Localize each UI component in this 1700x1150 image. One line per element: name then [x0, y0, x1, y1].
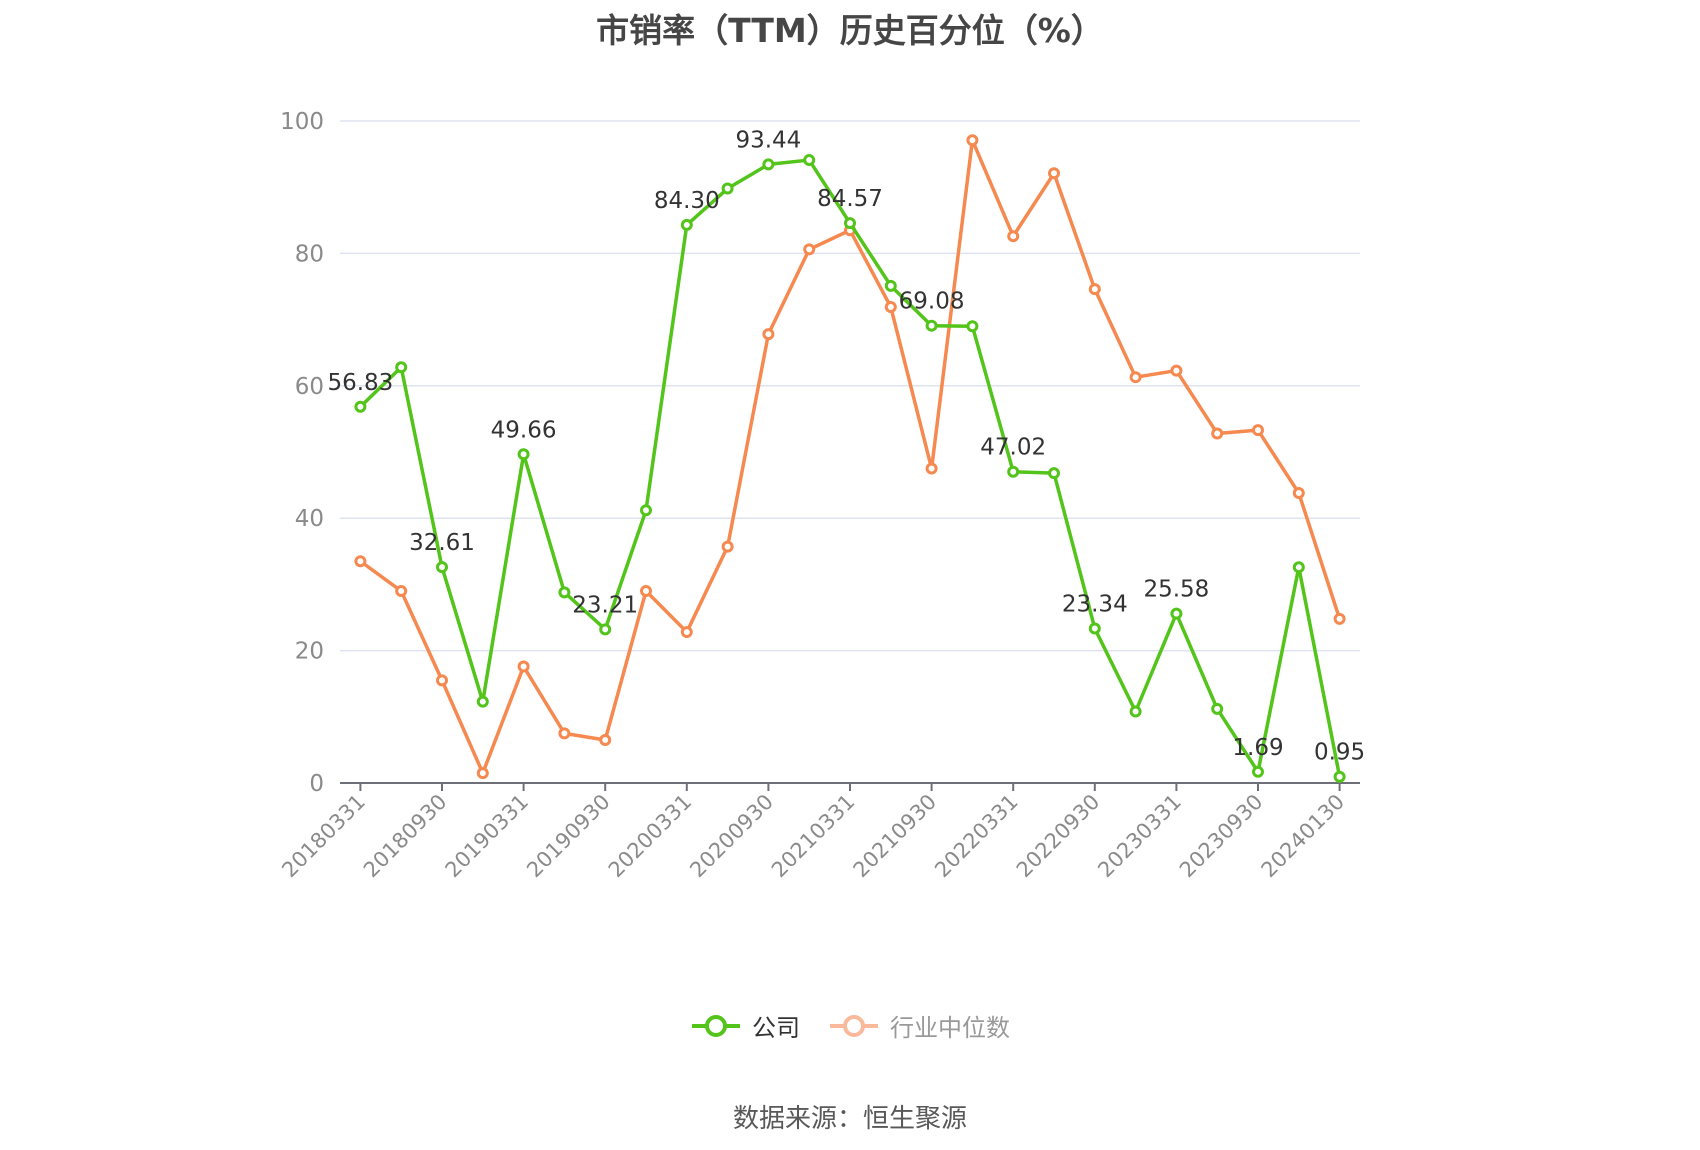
- x-tick-label: 20230930: [1175, 790, 1268, 883]
- data-label: 32.61: [409, 530, 475, 556]
- data-point: [558, 727, 571, 740]
- y-tick-label: 20: [295, 639, 324, 665]
- x-tick-label: 20180930: [359, 790, 452, 883]
- y-tick-label: 0: [309, 771, 324, 797]
- data-point: [354, 400, 367, 413]
- data-point: [476, 767, 489, 780]
- source-note: 数据来源：恒生聚源: [732, 1104, 967, 1134]
- data-label: 25.58: [1143, 577, 1209, 603]
- x-tick-label: 20240130: [1257, 790, 1350, 883]
- data-point: [966, 134, 979, 147]
- data-point: [1170, 607, 1183, 620]
- series-lines: [354, 134, 1346, 783]
- x-tick-label: 20220930: [1012, 790, 1105, 883]
- data-point: [762, 158, 775, 171]
- data-point: [1048, 467, 1060, 480]
- data-label: 49.66: [491, 417, 557, 443]
- data-label: 69.08: [899, 289, 965, 315]
- data-point: [1170, 364, 1183, 377]
- data-point: [558, 586, 571, 599]
- data-point: [1333, 612, 1346, 625]
- data-point: [599, 623, 612, 636]
- data-point: [436, 674, 448, 687]
- legend-label-company: 公司: [752, 1014, 800, 1042]
- legend-item-company[interactable]: 公司: [690, 1008, 800, 1043]
- data-point: [640, 504, 652, 517]
- data-point: [721, 540, 734, 553]
- data-point: [517, 448, 530, 461]
- data-point: [1252, 424, 1264, 437]
- x-tick-label: 20230331: [1093, 790, 1186, 883]
- data-point: [884, 279, 897, 292]
- data-point: [884, 301, 897, 314]
- x-axis: [340, 782, 1360, 791]
- x-tick-label: 20210331: [767, 790, 860, 883]
- legend: 公司 行业中位数: [0, 1008, 1700, 1043]
- y-tick-label: 60: [295, 374, 324, 400]
- data-point: [680, 626, 693, 639]
- data-point: [1129, 371, 1142, 384]
- data-point: [395, 585, 408, 598]
- data-point: [1292, 487, 1305, 500]
- data-label: 23.21: [572, 592, 638, 618]
- x-tick-label: 20200331: [604, 790, 697, 883]
- data-label: 23.34: [1062, 591, 1128, 617]
- data-point: [762, 328, 775, 341]
- y-tick-label: 100: [280, 109, 324, 135]
- data-point: [925, 462, 938, 475]
- data-label: 93.44: [735, 127, 801, 153]
- x-tick-label: 20210930: [849, 790, 942, 883]
- data-label: 84.57: [817, 186, 883, 212]
- x-tick-label: 20180331: [277, 790, 370, 883]
- x-tick-label: 20220331: [930, 790, 1023, 883]
- data-point: [1007, 465, 1020, 478]
- legend-marker-industry-median: [830, 1014, 878, 1037]
- data-label: 56.83: [327, 370, 393, 396]
- data-label: 84.30: [654, 188, 720, 214]
- data-point: [1252, 765, 1264, 778]
- data-point: [1088, 622, 1101, 635]
- data-point: [599, 733, 612, 746]
- data-label: 1.69: [1232, 735, 1283, 761]
- y-axis-tick-labels: 0 20 40 60 80 100: [280, 109, 324, 797]
- data-point: [1211, 427, 1224, 440]
- data-label: 47.02: [980, 435, 1046, 461]
- data-point: [640, 585, 652, 598]
- legend-marker-company: [692, 1014, 740, 1037]
- data-point: [517, 660, 530, 673]
- x-tick-label: 20190331: [441, 790, 534, 883]
- data-labels: 56.83 32.61 49.66 23.21 84.30 93.44 84.57 69.08…: [327, 127, 1365, 765]
- y-tick-label: 80: [295, 241, 324, 267]
- data-point: [803, 154, 816, 167]
- chart-title: 市销率（TTM）历史百分位（%）: [596, 11, 1104, 50]
- data-point: [925, 319, 938, 332]
- x-axis-tick-labels: 2018033120180930201903312019093020200331…: [277, 790, 1349, 883]
- y-tick-label: 40: [295, 506, 324, 532]
- grid-lines: [340, 120, 1360, 652]
- series-line: [359, 158, 1342, 778]
- data-label: 0.95: [1314, 740, 1365, 766]
- x-tick-label: 20190930: [522, 790, 615, 883]
- legend-item-industry-median[interactable]: 行业中位数: [828, 1008, 1010, 1043]
- data-point: [1007, 230, 1020, 243]
- data-point: [476, 695, 489, 708]
- data-point: [1292, 561, 1305, 574]
- data-point: [680, 218, 693, 231]
- legend-label-industry-median: 行业中位数: [890, 1014, 1010, 1042]
- data-point: [354, 555, 367, 568]
- data-point: [395, 361, 408, 374]
- data-point: [1333, 770, 1346, 783]
- data-point: [803, 243, 816, 256]
- data-point: [721, 182, 734, 195]
- data-point: [1048, 167, 1060, 180]
- data-point: [1211, 702, 1224, 715]
- data-point: [1088, 283, 1101, 296]
- data-point: [436, 561, 448, 574]
- data-point: [966, 320, 979, 333]
- data-point: [1129, 705, 1142, 718]
- x-tick-label: 20200930: [685, 790, 778, 883]
- data-point: [844, 217, 856, 230]
